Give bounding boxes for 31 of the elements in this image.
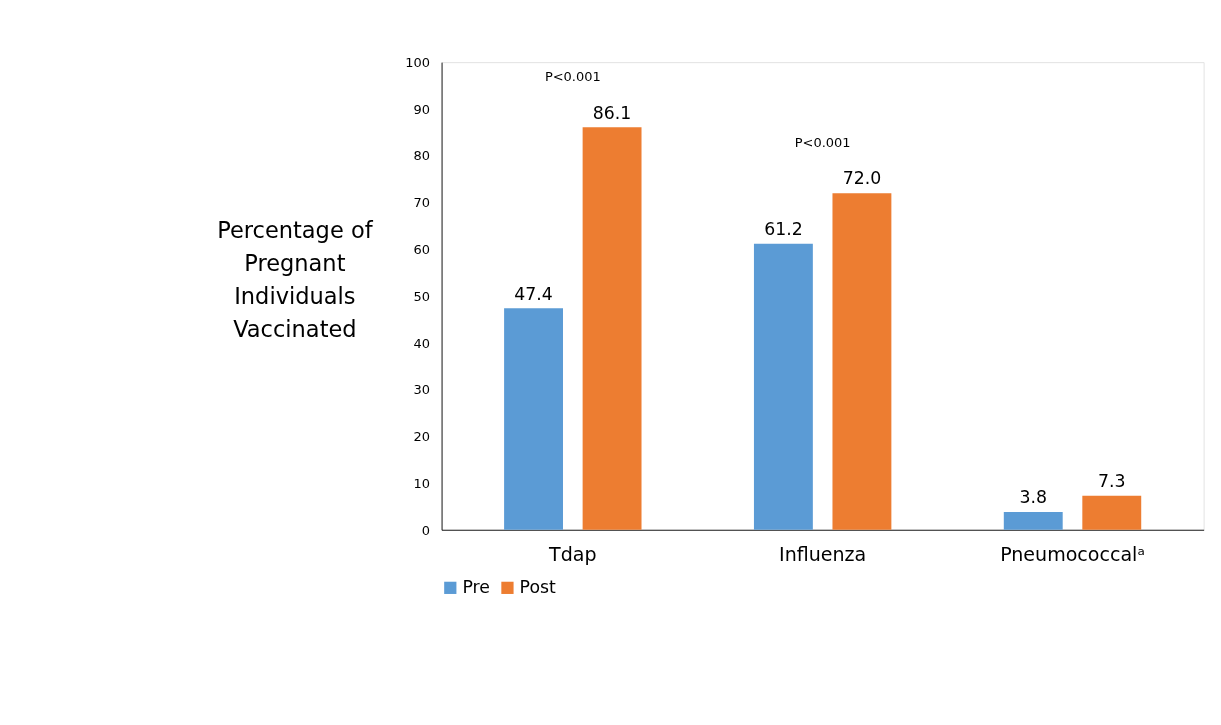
bar <box>1003 512 1063 530</box>
data-label: 7.3 <box>1098 471 1126 492</box>
bar <box>582 127 642 530</box>
y-tick-label: 80 <box>413 148 430 164</box>
data-label: 47.4 <box>514 283 553 304</box>
x-tick-label: Pneumococcalᵃ <box>1000 542 1145 565</box>
legend-label: Pre <box>462 577 490 598</box>
legend-label: Post <box>519 577 556 598</box>
y-tick-label: 10 <box>413 475 430 491</box>
y-axis-title: Percentage of Pregnant Individuals Vaccinated <box>217 216 374 342</box>
y-tick-label: 70 <box>413 195 430 211</box>
y-tick-label: 0 <box>421 522 430 538</box>
data-label: 72.0 <box>842 168 882 189</box>
y-tick-label: 100 <box>405 54 430 70</box>
y-tick-label: 50 <box>413 288 430 304</box>
annotation: P<0.001 <box>794 135 851 151</box>
y-tick-label: 40 <box>413 335 430 351</box>
y-tick-label: 30 <box>413 382 430 398</box>
y-tick-label: 60 <box>413 242 430 258</box>
data-label: 3.8 <box>1019 487 1048 508</box>
bar <box>504 308 563 530</box>
annotation: P<0.001 <box>544 69 601 85</box>
x-tick-label: Influenza <box>779 542 867 565</box>
bar <box>753 243 813 530</box>
data-label: 86.1 <box>592 102 632 123</box>
bar <box>832 193 892 530</box>
bar <box>1082 495 1142 530</box>
y-tick-label: 20 <box>413 429 430 445</box>
x-tick-label: Tdap <box>548 542 597 565</box>
data-label: 61.2 <box>764 218 803 239</box>
y-tick-label: 90 <box>413 101 430 117</box>
